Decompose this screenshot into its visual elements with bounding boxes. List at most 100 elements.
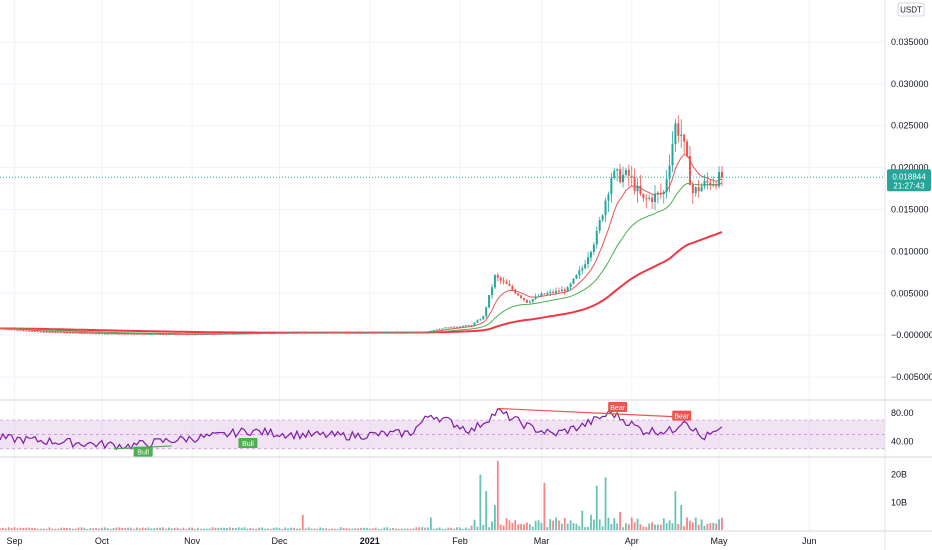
candle-body <box>700 186 703 192</box>
rsi-pane: Bull Bull Bear Bear <box>0 402 885 457</box>
volume-bar <box>234 527 237 530</box>
volume-bar <box>127 527 129 530</box>
volume-bar <box>505 518 508 530</box>
volume-bar <box>575 523 578 530</box>
volume-tick-label: 10B <box>891 497 907 507</box>
candle-body <box>461 325 464 327</box>
x-tick-label: Nov <box>184 536 201 546</box>
candle-body <box>409 331 412 333</box>
candle-body <box>502 280 505 282</box>
candle-body <box>648 197 651 199</box>
candle-body <box>118 333 121 335</box>
volume-bar <box>316 528 319 530</box>
x-tick-label: 2021 <box>360 536 380 546</box>
volume-bar <box>412 528 415 530</box>
candle-body <box>191 334 194 336</box>
candle-body <box>697 187 700 192</box>
candle-body <box>380 332 383 334</box>
volume-bar <box>531 526 534 530</box>
volume-bar <box>109 528 112 530</box>
volume-bar <box>476 526 479 530</box>
candle-body <box>720 171 723 178</box>
candle-body <box>298 332 301 334</box>
volume-bar <box>371 528 374 530</box>
volume-bar <box>290 527 293 530</box>
candle-body <box>709 182 712 186</box>
volume-bar <box>255 528 258 530</box>
candle-body <box>365 332 368 334</box>
y-tick-label: 0.005000 <box>891 288 929 298</box>
volume-bar <box>264 528 266 530</box>
candle-body <box>712 184 715 186</box>
candle-body <box>63 332 66 334</box>
candle-body <box>499 277 502 281</box>
volume-bar <box>28 527 31 530</box>
volume-bar <box>450 527 453 530</box>
volume-bar <box>491 521 493 530</box>
volume-bar <box>63 527 65 530</box>
volume-bar <box>124 528 127 530</box>
volume-bar <box>400 528 403 530</box>
volume-bar <box>604 477 607 530</box>
candle-body <box>362 332 365 334</box>
candle-body <box>176 334 179 336</box>
volume-bar <box>464 527 467 530</box>
volume-bar <box>581 510 584 530</box>
y-tick-label: 0.025000 <box>891 121 929 131</box>
candle-body <box>196 334 199 336</box>
volume-bar <box>383 527 386 530</box>
volume-bar <box>304 528 307 530</box>
volume-bar <box>86 528 89 530</box>
volume-bar <box>665 523 668 530</box>
volume-bar <box>211 527 214 530</box>
volume-bar <box>595 485 598 530</box>
volume-bar <box>511 522 514 530</box>
candle-body <box>534 296 537 299</box>
candle-body <box>525 299 528 303</box>
volume-bar <box>319 527 322 530</box>
ema-mid-line <box>0 182 723 335</box>
candle-body <box>630 175 633 178</box>
candle-body <box>214 333 217 335</box>
volume-bar <box>4 528 7 530</box>
volume-bar <box>683 526 686 530</box>
volume-bar <box>473 519 476 530</box>
volume-bar <box>258 527 260 530</box>
candle-body <box>272 332 275 334</box>
volume-bar <box>199 528 202 530</box>
candle-body <box>456 326 459 328</box>
volume-bar <box>138 528 141 530</box>
volume-bar <box>36 528 39 530</box>
candle-body <box>508 284 511 287</box>
candle-body <box>662 191 665 194</box>
candle-body <box>281 332 284 334</box>
volume-bar <box>57 528 60 530</box>
candle-body <box>703 180 706 187</box>
candle-body <box>633 177 636 192</box>
candle-body <box>60 332 63 334</box>
volume-bar <box>645 526 648 530</box>
candle-body <box>7 329 10 331</box>
volume-bar <box>668 520 671 530</box>
candle-body <box>403 332 406 334</box>
volume-bar <box>441 528 444 530</box>
candle-body <box>683 134 686 142</box>
volume-bar <box>616 523 619 530</box>
volume-bar <box>627 524 630 530</box>
candle-body <box>595 230 598 245</box>
volume-bar <box>275 527 278 530</box>
candle-body <box>540 293 543 297</box>
candle-body <box>555 290 558 293</box>
candle-body <box>322 332 325 334</box>
volume-bar <box>691 522 694 530</box>
candle-body <box>170 334 173 336</box>
x-tick-label: Dec <box>271 536 288 546</box>
candle-body <box>132 333 135 335</box>
x-tick-label: Sep <box>7 536 23 546</box>
candle-body <box>316 332 319 334</box>
rsi-tick-label: 80.00 <box>891 408 914 418</box>
volume-bar <box>83 527 86 530</box>
volume-bar <box>278 528 281 530</box>
candle-body <box>479 319 482 321</box>
candle-body <box>68 332 71 334</box>
